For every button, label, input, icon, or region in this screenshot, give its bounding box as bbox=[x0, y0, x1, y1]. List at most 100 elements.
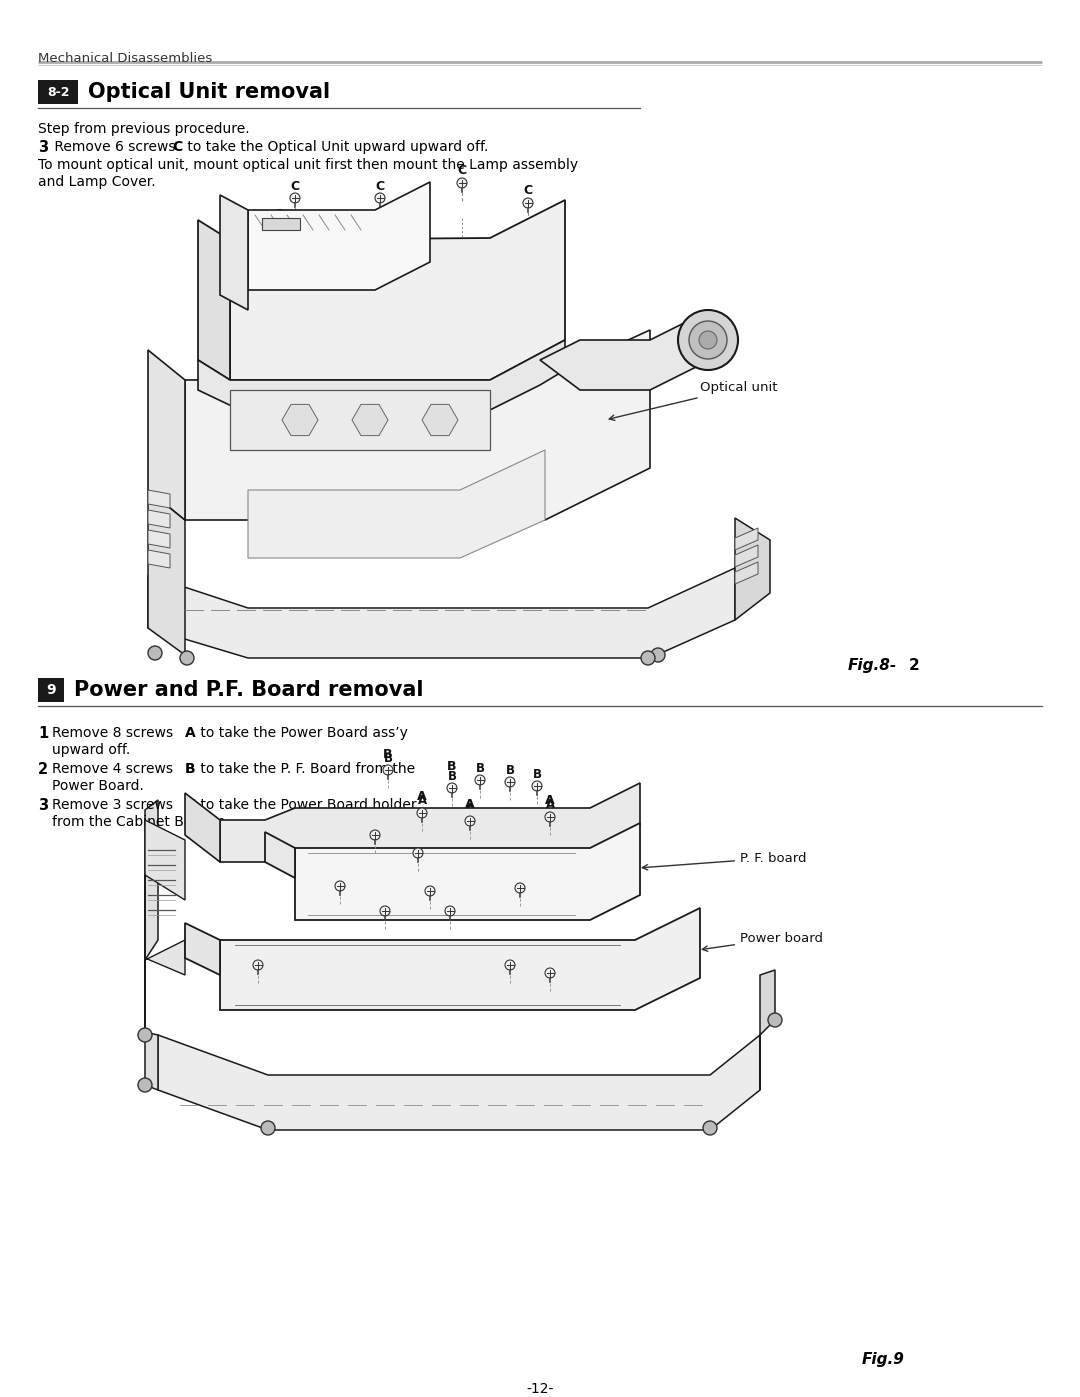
Circle shape bbox=[180, 651, 194, 665]
Circle shape bbox=[505, 960, 515, 970]
Text: Power and P.F. Board removal: Power and P.F. Board removal bbox=[75, 680, 423, 700]
Circle shape bbox=[545, 968, 555, 978]
Text: Power Board.: Power Board. bbox=[52, 780, 144, 793]
Polygon shape bbox=[198, 219, 230, 380]
Text: P. F. board: P. F. board bbox=[643, 852, 807, 870]
Text: C: C bbox=[254, 947, 262, 960]
Text: C: C bbox=[458, 165, 467, 177]
Circle shape bbox=[553, 217, 563, 226]
Text: C: C bbox=[545, 954, 554, 968]
Circle shape bbox=[375, 193, 384, 203]
Text: A: A bbox=[515, 865, 525, 877]
Polygon shape bbox=[735, 545, 758, 567]
Circle shape bbox=[505, 777, 515, 787]
Text: A: A bbox=[445, 893, 455, 905]
Text: to take the Optical Unit upward upward off.: to take the Optical Unit upward upward o… bbox=[183, 140, 488, 154]
Text: 3: 3 bbox=[38, 140, 49, 155]
Polygon shape bbox=[185, 330, 650, 520]
Circle shape bbox=[273, 221, 283, 231]
Text: C: C bbox=[505, 947, 514, 960]
Polygon shape bbox=[220, 908, 700, 1010]
Circle shape bbox=[417, 807, 427, 819]
Text: C: C bbox=[553, 203, 563, 215]
Polygon shape bbox=[220, 782, 640, 862]
Text: from the Cabinet Bottom.: from the Cabinet Bottom. bbox=[52, 814, 230, 828]
Polygon shape bbox=[262, 218, 300, 231]
Text: B: B bbox=[475, 761, 485, 774]
Polygon shape bbox=[185, 793, 220, 862]
Text: 1: 1 bbox=[38, 726, 49, 740]
Text: Remove 4 screws: Remove 4 screws bbox=[52, 761, 177, 775]
Text: A: A bbox=[545, 799, 554, 812]
Circle shape bbox=[383, 766, 393, 775]
Polygon shape bbox=[145, 820, 185, 975]
Circle shape bbox=[138, 1078, 152, 1092]
Polygon shape bbox=[148, 550, 170, 569]
Text: C: C bbox=[254, 942, 262, 956]
Circle shape bbox=[370, 830, 380, 840]
Text: A: A bbox=[426, 868, 435, 882]
Text: A: A bbox=[370, 816, 379, 830]
Text: A: A bbox=[185, 726, 195, 740]
Text: A: A bbox=[465, 798, 475, 812]
Polygon shape bbox=[352, 404, 388, 436]
Polygon shape bbox=[145, 800, 158, 1090]
Polygon shape bbox=[230, 390, 490, 450]
Text: A: A bbox=[380, 893, 390, 905]
Text: A: A bbox=[336, 868, 345, 880]
Polygon shape bbox=[265, 833, 295, 877]
Polygon shape bbox=[220, 196, 248, 310]
Text: Step from previous procedure.: Step from previous procedure. bbox=[38, 122, 249, 136]
Circle shape bbox=[768, 1013, 782, 1027]
Circle shape bbox=[457, 177, 467, 189]
Text: A: A bbox=[445, 888, 455, 901]
Text: 3: 3 bbox=[38, 798, 49, 813]
Circle shape bbox=[138, 1028, 152, 1042]
Text: C: C bbox=[505, 942, 514, 956]
Text: C: C bbox=[545, 950, 554, 963]
Polygon shape bbox=[248, 182, 430, 291]
Circle shape bbox=[475, 775, 485, 785]
Circle shape bbox=[515, 883, 525, 893]
Text: -12-: -12- bbox=[526, 1382, 554, 1396]
Polygon shape bbox=[540, 314, 700, 390]
Text: B: B bbox=[447, 760, 457, 773]
Text: 2: 2 bbox=[909, 658, 920, 673]
Text: A: A bbox=[335, 863, 345, 876]
Text: Mechanical Disassemblies: Mechanical Disassemblies bbox=[38, 52, 213, 66]
Text: and Lamp Cover.: and Lamp Cover. bbox=[38, 175, 156, 189]
Text: 9: 9 bbox=[46, 683, 56, 697]
Text: C: C bbox=[376, 179, 384, 193]
Polygon shape bbox=[230, 200, 565, 380]
Circle shape bbox=[253, 960, 264, 970]
Polygon shape bbox=[148, 510, 170, 528]
Text: C: C bbox=[185, 798, 195, 812]
Bar bbox=[38, 678, 64, 703]
Circle shape bbox=[261, 1120, 275, 1134]
Circle shape bbox=[545, 812, 555, 821]
Text: C: C bbox=[172, 140, 183, 154]
Text: Fig.8-: Fig.8- bbox=[848, 658, 897, 673]
Text: upward off.: upward off. bbox=[52, 743, 131, 757]
Polygon shape bbox=[158, 1035, 760, 1130]
Text: B: B bbox=[447, 770, 457, 782]
Polygon shape bbox=[735, 528, 758, 550]
Polygon shape bbox=[295, 823, 640, 921]
Circle shape bbox=[523, 198, 534, 208]
Text: B: B bbox=[383, 752, 392, 764]
Circle shape bbox=[532, 781, 542, 791]
Text: Remove 3 screws: Remove 3 screws bbox=[52, 798, 177, 812]
Circle shape bbox=[426, 886, 435, 895]
Text: A: A bbox=[545, 793, 555, 807]
Text: A: A bbox=[380, 888, 390, 901]
Text: Remove 8 screws: Remove 8 screws bbox=[52, 726, 177, 740]
Circle shape bbox=[689, 321, 727, 359]
Polygon shape bbox=[148, 569, 735, 658]
Text: A: A bbox=[426, 873, 434, 886]
Text: A: A bbox=[465, 802, 474, 816]
Polygon shape bbox=[185, 923, 220, 975]
Text: to take the Power Board ass’y: to take the Power Board ass’y bbox=[195, 726, 408, 740]
Circle shape bbox=[642, 651, 654, 665]
Circle shape bbox=[678, 310, 738, 370]
Polygon shape bbox=[760, 970, 775, 1090]
